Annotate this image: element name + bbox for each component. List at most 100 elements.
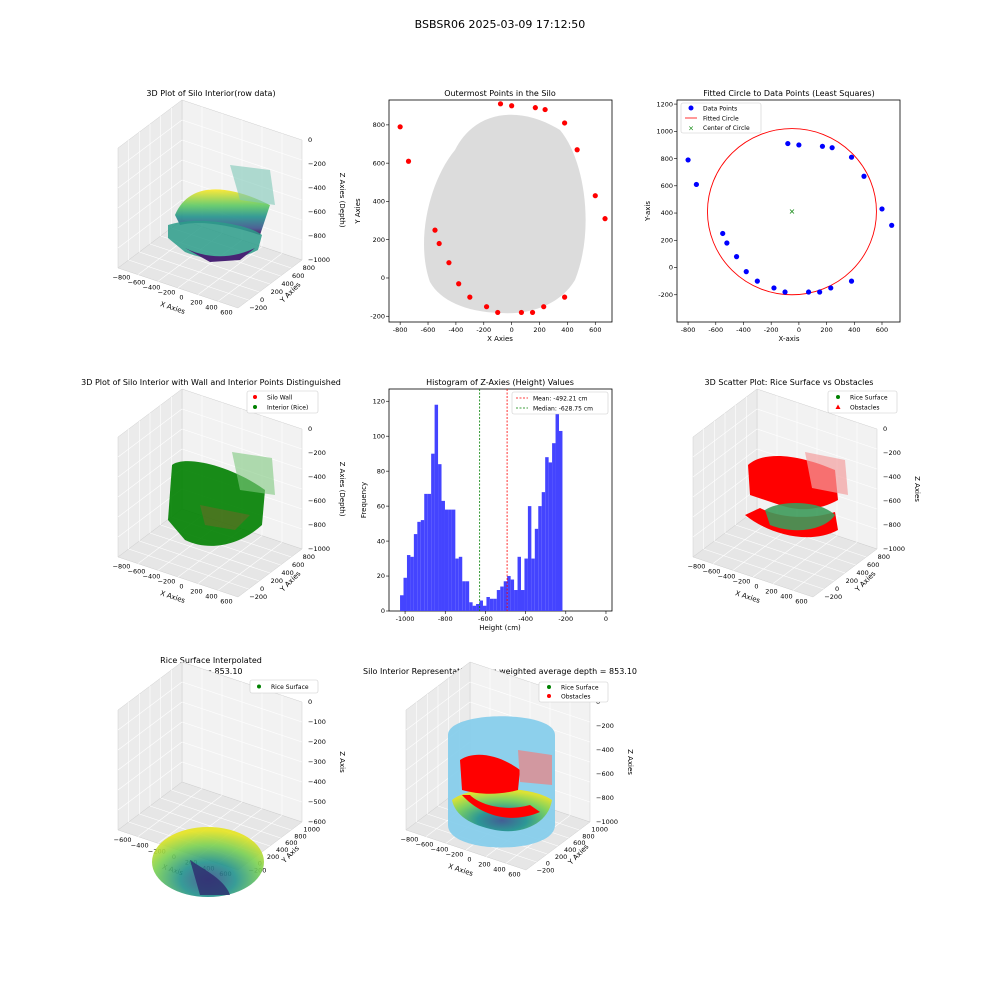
data-point (889, 222, 895, 228)
y-tick-label: 0 (546, 860, 550, 868)
outer-point (456, 281, 462, 287)
histogram-bar (451, 509, 456, 611)
y-tick-label: 200 (555, 853, 567, 861)
raw-point-cloud (168, 165, 275, 262)
histogram-bar (541, 492, 546, 611)
histogram-bar (476, 604, 480, 611)
y-tick-label: 200 (661, 236, 673, 244)
z-tick-label: −600 (308, 208, 326, 216)
x-tick-label: -800 (681, 326, 696, 334)
y-tick-label: 600 (285, 839, 297, 847)
x-tick-label: 400 (848, 326, 860, 334)
grid-line (181, 681, 303, 723)
x-tick-label: 400 (205, 593, 217, 601)
x-tick-label: −600 (128, 279, 146, 287)
x-tick-label: −200 (158, 289, 176, 297)
x-tick-label: 200 (765, 588, 777, 596)
data-point (848, 154, 855, 160)
z-tick-label: −200 (308, 160, 326, 168)
interior-point-cloud (424, 114, 586, 314)
panel-rice-surface: Rice Surface Interpolated depth = 853.10… (114, 656, 346, 897)
y-tick-label: 0 (260, 296, 264, 304)
y-tick-label: 800 (373, 121, 385, 129)
z-axis-label: Z Axies (626, 749, 634, 775)
data-point (754, 278, 760, 284)
z-tick-label: −300 (308, 758, 326, 766)
legend-label: Rice Surface (271, 684, 309, 691)
y-tick-label: −200 (824, 593, 842, 601)
x-tick-label: −800 (401, 836, 419, 844)
legend-marker (253, 405, 257, 409)
histogram-bar (427, 493, 432, 611)
histogram-bar (489, 598, 494, 611)
y-tick-label: −200 (249, 304, 267, 312)
grid-line (181, 119, 303, 161)
panel-silo-representation: Silo Interior Representation using weigh… (363, 661, 637, 879)
outer-point (574, 147, 580, 153)
x-tick-label: -800 (393, 326, 408, 334)
z-tick-label: −100 (308, 718, 326, 726)
x-tick-label: −200 (446, 851, 464, 859)
legend-label: Fitted Circle (703, 116, 739, 123)
data-point (720, 230, 726, 237)
interior-point-cloud (168, 452, 275, 546)
histogram-bar (400, 595, 404, 611)
y-tick-label: 800 (878, 553, 890, 561)
z-tick-label: −200 (596, 722, 614, 730)
z-tick-label: 0 (308, 425, 312, 433)
histogram-bar (486, 597, 490, 611)
x-tick-label: -800 (438, 615, 453, 623)
y-tick-label: 200 (267, 853, 279, 861)
legend-marker (257, 684, 261, 689)
x-tick-label: 400 (780, 593, 792, 601)
x-tick-label: −400 (143, 284, 161, 292)
fitted-circle (707, 128, 877, 296)
histogram-bar (413, 534, 418, 611)
histogram-bar (548, 462, 553, 611)
histogram-bar (555, 404, 560, 611)
legend-marker (836, 395, 840, 399)
data-point (796, 142, 802, 148)
legend: Mean: -492.21 cm Median: -628.75 cm (511, 391, 609, 415)
z-tick-label: −800 (308, 232, 326, 240)
y-tick-label: 80 (377, 467, 385, 475)
y-tick-label: 400 (281, 569, 293, 577)
z-tick-label: −600 (308, 497, 326, 505)
histogram-bar (455, 558, 459, 611)
y-tick-label: 400 (661, 209, 673, 217)
grid-line (181, 408, 303, 450)
data-point (828, 285, 834, 291)
rice-point-cloud (765, 503, 835, 531)
legend-label: Rice Surface (850, 395, 888, 402)
outer-point (436, 240, 442, 247)
histogram-bar (538, 506, 542, 611)
legend-label: Obstacles (561, 694, 590, 701)
histogram-bar (514, 590, 518, 611)
grid-line (117, 119, 183, 169)
legend: Silo Wall Interior (Rice) (246, 390, 319, 414)
x-tick-label: 0 (510, 326, 514, 334)
outer-point (562, 120, 568, 126)
x-tick-label: -200 (476, 326, 491, 334)
chart-title: Outermost Points in the Silo (444, 89, 556, 98)
y-tick-label: −200 (249, 593, 267, 601)
histogram-bar (448, 509, 452, 611)
y-tick-label: 800 (294, 832, 306, 840)
histogram-bar (420, 520, 425, 611)
histogram-bar (462, 581, 466, 611)
x-tick-label: -1000 (396, 615, 415, 623)
x-tick-label: 600 (220, 309, 232, 317)
y-tick-label: 200 (846, 577, 858, 585)
x-tick-label: −400 (143, 573, 161, 581)
y-tick-label: 600 (661, 182, 673, 190)
z-tick-label: −200 (308, 449, 326, 457)
histogram-bar (479, 600, 483, 611)
z-axis-label: Z Axies (Depth) (338, 173, 346, 228)
chart-title: 3D Plot of Silo Interior(row data) (146, 89, 275, 98)
x-tick-label: 200 (190, 299, 202, 307)
x-tick-label: −600 (128, 568, 146, 576)
x-tick-label: 400 (205, 304, 217, 312)
x-tick-label: −400 (718, 573, 736, 581)
legend-label: Mean: -492.21 cm (533, 396, 588, 403)
z-tick-label: −400 (308, 184, 326, 192)
